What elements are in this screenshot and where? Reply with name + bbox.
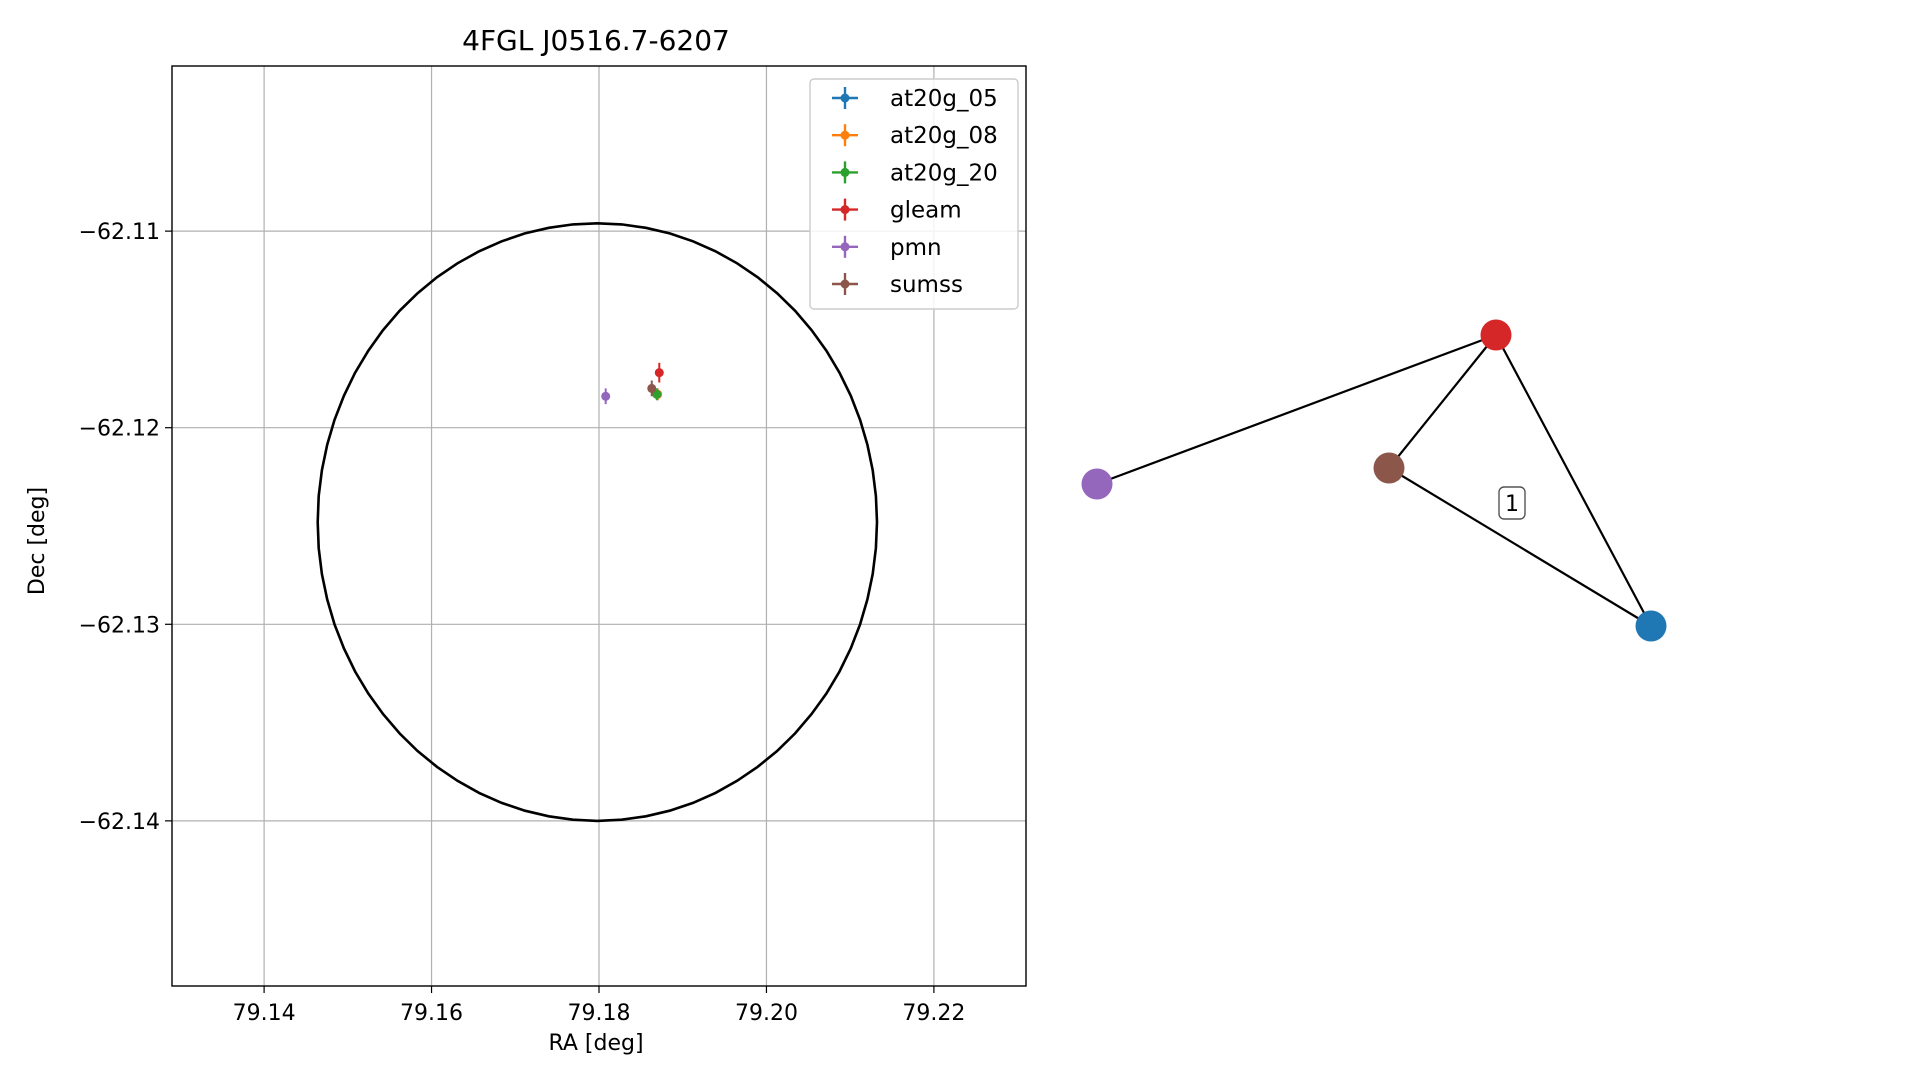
x-tick-label: 79.16 (400, 1001, 463, 1026)
legend-marker-dot (840, 205, 850, 215)
legend-label: at20g_05 (890, 86, 998, 112)
edge-sumss-at20g (1388, 467, 1652, 627)
legend-marker-dot (840, 130, 850, 140)
legend-box (809, 78, 1019, 310)
legend-marker-dot (840, 93, 850, 103)
data-point-sumss (647, 380, 657, 397)
legend-label: at20g_20 (890, 160, 998, 186)
tick-labels: 79.14 79.16 79.18 79.20 79.22 −62.11 −62.12 −62… (79, 220, 966, 1026)
legend-label: sumss (890, 272, 963, 298)
y-axis-label: Dec [deg] (25, 487, 50, 595)
edge-gleam-at20g (1495, 334, 1652, 627)
edge-label: 1 (1505, 492, 1519, 517)
x-tick-label: 79.14 (233, 1001, 296, 1026)
node-pmn (1081, 468, 1113, 500)
legend-marker-dot (840, 242, 850, 252)
node-sumss (1373, 452, 1405, 484)
legend-marker-dot (840, 279, 850, 289)
data-point-pmn (601, 388, 611, 405)
y-tick-label: −62.14 (79, 810, 160, 835)
node-gleam (1480, 319, 1512, 351)
scatter-chart: 4FGL J0516.7-6207 RA [deg] Dec [deg] 79.… (25, 24, 1027, 1056)
legend-entry-at20g_05: at20g_05 (832, 86, 998, 112)
edge-label-group: 1 (1498, 486, 1526, 520)
legend-label: pmn (890, 235, 942, 261)
edge-gleam-pmn (1096, 333, 1497, 486)
network-graph: 1 (1081, 319, 1667, 642)
legend-entry-at20g_08: at20g_08 (832, 123, 998, 149)
legend-label: gleam (890, 198, 962, 224)
y-tick-label: −62.11 (79, 220, 160, 245)
legend-label: at20g_08 (890, 123, 998, 149)
edge-gleam-sumss (1388, 334, 1497, 469)
legend-entry-at20g_20: at20g_20 (832, 160, 998, 186)
data-points (601, 362, 664, 405)
point-marker (601, 391, 611, 401)
localization-ellipse-group (316, 221, 879, 823)
data-point-gleam (654, 362, 664, 383)
axes-frame (165, 65, 1027, 993)
x-tick-label: 79.18 (568, 1001, 631, 1026)
x-tick-label: 79.22 (902, 1001, 965, 1026)
legend-entry-pmn: pmn (832, 235, 942, 261)
y-tick-label: −62.12 (79, 417, 160, 442)
data-point-at20g_20 (652, 388, 662, 401)
node-at20g (1635, 610, 1667, 642)
legend-entry-gleam: gleam (832, 198, 962, 224)
legend-entry-sumss: sumss (832, 272, 963, 298)
localization-ellipse (316, 221, 879, 823)
plot-frame (171, 65, 1027, 987)
point-marker (654, 368, 664, 378)
y-tick-label: −62.13 (79, 613, 160, 638)
point-marker (647, 383, 657, 393)
x-axis-label: RA [deg] (548, 1031, 643, 1056)
legend-marker-dot (840, 167, 850, 177)
x-tick-label: 79.20 (735, 1001, 798, 1026)
chart-title: 4FGL J0516.7-6207 (462, 24, 730, 57)
point-marker (652, 389, 662, 399)
edge-label-box (1498, 486, 1526, 520)
